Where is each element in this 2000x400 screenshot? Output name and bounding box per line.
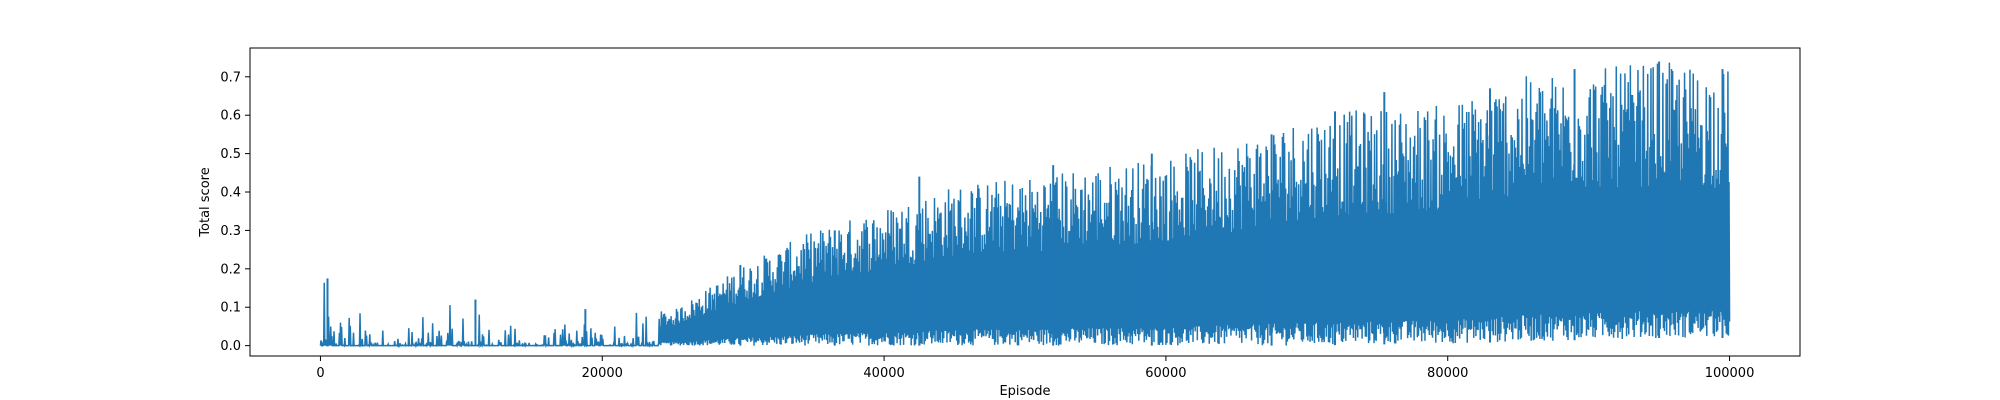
y-tick-label-3: 0.3 bbox=[220, 224, 241, 239]
x-axis-label: Episode bbox=[999, 384, 1050, 399]
x-tick-label-1: 20000 bbox=[582, 366, 623, 381]
y-tick-label-0: 0.0 bbox=[220, 339, 241, 354]
x-tick-label-5: 100000 bbox=[1705, 366, 1755, 381]
x-tick-label-0: 0 bbox=[316, 366, 324, 381]
y-axis: 0.0 0.1 0.2 0.3 0.4 0.5 0.6 0.7 bbox=[220, 70, 250, 354]
x-tick-label-3: 60000 bbox=[1145, 366, 1186, 381]
series-line-group bbox=[319, 61, 1731, 349]
plot-area bbox=[319, 61, 1731, 349]
y-tick-label-2: 0.2 bbox=[220, 262, 241, 277]
x-axis: 0 20000 40000 60000 80000 100000 bbox=[316, 356, 1754, 381]
y-tick-label-4: 0.4 bbox=[220, 186, 241, 201]
y-tick-label-5: 0.5 bbox=[220, 147, 241, 162]
y-tick-label-7: 0.7 bbox=[220, 70, 241, 85]
y-axis-label: Total score bbox=[198, 167, 213, 237]
x-tick-label-4: 80000 bbox=[1427, 366, 1468, 381]
series-line bbox=[319, 62, 1731, 349]
axes-frame bbox=[249, 47, 1801, 357]
y-tick-label-6: 0.6 bbox=[220, 109, 241, 124]
x-tick-label-2: 40000 bbox=[863, 366, 904, 381]
y-tick-label-1: 0.1 bbox=[220, 301, 241, 316]
